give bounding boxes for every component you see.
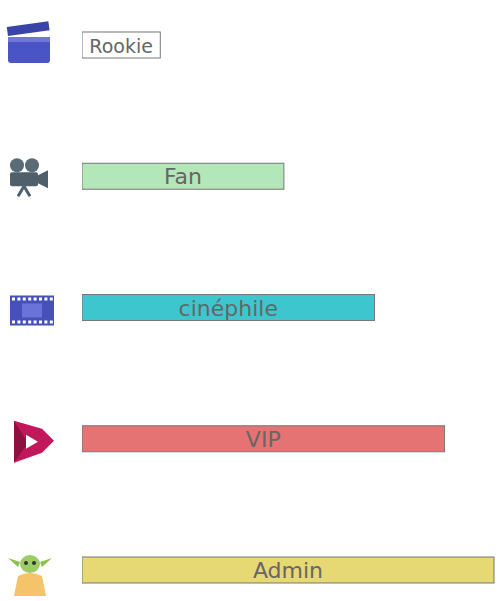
- icon: [14, 421, 54, 463]
- bar: [82, 426, 445, 452]
- bar: [82, 557, 494, 583]
- icon: [8, 555, 52, 596]
- icon: [7, 21, 50, 63]
- category-label: Admin: [253, 558, 323, 583]
- category-label: VIP: [246, 427, 281, 452]
- category-label: Rookie: [89, 35, 153, 57]
- bar: [82, 32, 160, 58]
- icon: [10, 158, 48, 196]
- category-labels: Rookie Fan cinéphile VIP Admin: [89, 35, 323, 583]
- icons: [7, 21, 54, 596]
- bar: [82, 163, 284, 189]
- icon: [10, 296, 54, 326]
- bar: [82, 295, 375, 321]
- chart: Rookie Fan cinéphile VIP Admin: [0, 0, 504, 601]
- bars: [82, 32, 494, 583]
- category-label: Fan: [164, 164, 202, 189]
- category-label: cinéphile: [179, 296, 278, 321]
